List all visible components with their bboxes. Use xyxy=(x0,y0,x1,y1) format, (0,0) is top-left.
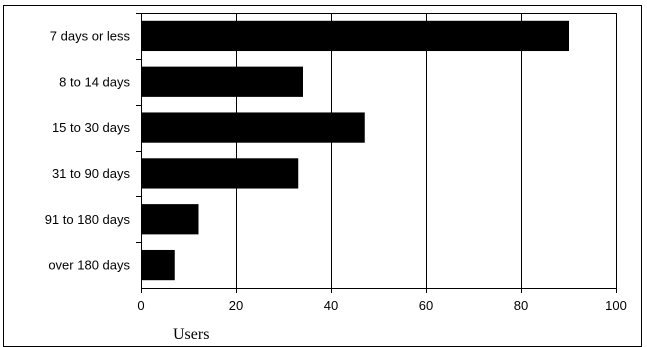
y-category-label-2: 8 to 14 days xyxy=(59,74,130,89)
y-category-label-6: over 180 days xyxy=(48,258,130,273)
axes xyxy=(136,13,617,293)
y-category-label-3: 15 to 30 days xyxy=(52,120,131,135)
x-tick-label-60: 60 xyxy=(419,298,433,313)
x-tick-label-100: 100 xyxy=(605,298,627,313)
gridlines xyxy=(236,13,522,288)
x-tick-label-80: 80 xyxy=(514,298,528,313)
x-tick-label-20: 20 xyxy=(229,298,243,313)
bar-2 xyxy=(141,66,303,97)
bar-3 xyxy=(141,112,365,143)
bar-4 xyxy=(141,158,299,189)
bar-5 xyxy=(141,204,199,235)
bar-6 xyxy=(141,249,175,281)
x-tick-label-40: 40 xyxy=(324,298,338,313)
x-axis-title: Users xyxy=(173,326,209,343)
y-category-label-1: 7 days or less xyxy=(50,28,131,43)
plot-area-border xyxy=(141,13,617,289)
labels: 0 20 40 60 80 100 7 days or less 8 to 14 days 15… xyxy=(45,28,627,313)
bars xyxy=(141,20,569,281)
bar-1 xyxy=(141,20,569,52)
y-category-label-4: 31 to 90 days xyxy=(52,166,131,181)
x-tick-label-0: 0 xyxy=(137,298,144,313)
y-category-label-5: 91 to 180 days xyxy=(45,212,131,227)
